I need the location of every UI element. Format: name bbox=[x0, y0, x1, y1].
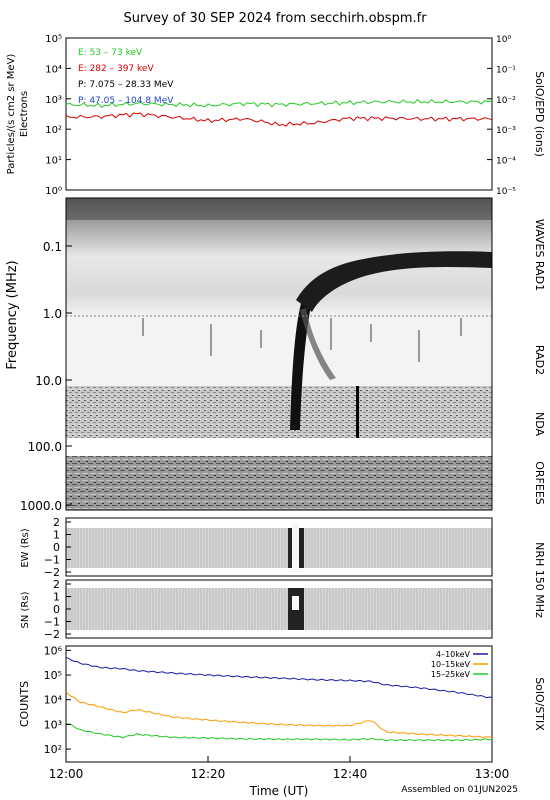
epd-right-tick-label: 10⁻¹ bbox=[496, 65, 516, 75]
nrh-tick-label: −2 bbox=[44, 566, 60, 579]
stix-legend-label: 15–25keV bbox=[431, 670, 471, 679]
epd-legend-3: P: 7.075 – 28.33 MeV bbox=[78, 80, 174, 90]
nrh-tick-label: 0 bbox=[53, 603, 60, 616]
type-iii-burst bbox=[290, 300, 312, 430]
nrh-right-label: NRH 150 MHz bbox=[533, 542, 546, 618]
stix-tick-label: 10² bbox=[44, 743, 62, 756]
nrh-tick-label: −1 bbox=[44, 616, 60, 629]
x-tick-label: 12:40 bbox=[333, 767, 368, 781]
drifting-emission bbox=[296, 251, 492, 312]
nrh-ew-ylabel: EW (Rs) bbox=[20, 528, 31, 567]
nrh-tick-label: 1 bbox=[53, 529, 60, 542]
nrh-sn-panel: 210−1−2 SN (Rs) bbox=[20, 578, 493, 641]
epd-left-tick-label: 10¹ bbox=[45, 156, 62, 167]
x-tick-label: 12:00 bbox=[49, 767, 84, 781]
radio-tick-label: 0.1 bbox=[43, 240, 62, 254]
nrh-ew-burst-light bbox=[292, 522, 299, 572]
nrh-tick-label: 1 bbox=[53, 591, 60, 604]
burst-tail bbox=[300, 308, 336, 380]
epd-series-2 bbox=[65, 112, 493, 127]
radio-ylabel: Frequency (MHz) bbox=[5, 260, 20, 369]
label-rad2: RAD2 bbox=[533, 345, 546, 375]
rad2-spike bbox=[330, 318, 332, 350]
nrh-sn-burst-light bbox=[292, 596, 299, 610]
stix-series-1 bbox=[65, 657, 493, 699]
nrh-tick-label: 2 bbox=[53, 578, 60, 591]
rad1-dark-band bbox=[66, 198, 492, 220]
nrh-sn-ylabel: SN (Rs) bbox=[20, 591, 31, 628]
stix-legend-label: 4–10keV bbox=[436, 650, 471, 659]
label-nda: NDA bbox=[533, 412, 546, 437]
epd-ylabel-line1: Particles/(s cm2 sr MeV) bbox=[6, 54, 17, 175]
rad2-spike bbox=[142, 318, 144, 336]
radio-tick-label: 10.0 bbox=[35, 374, 62, 388]
nrh-tick-label: 2 bbox=[53, 516, 60, 529]
rad2-spike bbox=[210, 324, 212, 356]
epd-panel: 10⁰ 10¹ 10² 10³ 10⁴ 10⁵ 10⁻⁵ 10⁻⁴ 10⁻³ 10⁻² 10⁻¹ 1… bbox=[6, 34, 546, 197]
rad2-spike bbox=[418, 330, 420, 362]
gap-region bbox=[66, 438, 492, 456]
nda-burst-line bbox=[356, 386, 359, 438]
footer-assembled: Assembled on 01JUN2025 bbox=[401, 785, 518, 795]
orfees-region bbox=[66, 456, 492, 510]
radio-frame bbox=[65, 197, 493, 511]
stix-tick-label: 10⁴ bbox=[44, 694, 63, 707]
rad2-spike bbox=[260, 330, 262, 348]
x-tick-label: 13:00 bbox=[475, 767, 510, 781]
epd-right-tick-label: 10⁻² bbox=[496, 96, 516, 106]
figure-title: Survey of 30 SEP 2024 from secchirh.obsp… bbox=[123, 11, 427, 26]
stix-series-2 bbox=[65, 691, 493, 739]
epd-right-label: SolO/EPD (ions) bbox=[533, 71, 546, 157]
epd-series-1 bbox=[65, 98, 493, 108]
radio-tick-label: 100.0 bbox=[28, 440, 62, 454]
label-orfees: ORFEES bbox=[533, 461, 546, 505]
stix-series-3 bbox=[65, 722, 493, 742]
stix-tick-label: 10⁶ bbox=[44, 644, 63, 657]
nrh-ew-panel: 210−1−2 EW (Rs) NRH 150 MHz bbox=[20, 516, 546, 618]
nda-region bbox=[66, 386, 492, 438]
epd-right-tick-label: 10⁻⁴ bbox=[496, 157, 516, 167]
nrh-tick-label: −1 bbox=[44, 554, 60, 567]
epd-right-tick-label: 10⁰ bbox=[496, 35, 511, 45]
epd-legend-4: P: 47.05 – 104.8 MeV bbox=[78, 96, 174, 106]
stix-right-label: SolO/STIX bbox=[533, 677, 546, 731]
epd-legend-2: E: 282 – 397 keV bbox=[78, 64, 154, 74]
label-waves-rad1: WAVES RAD1 bbox=[533, 219, 546, 291]
rad2-spike bbox=[460, 318, 462, 336]
x-tick-label: 12:20 bbox=[191, 767, 226, 781]
epd-left-tick-label: 10⁵ bbox=[45, 34, 62, 45]
rad2-spikes bbox=[142, 318, 462, 362]
epd-legend-1: E: 53 – 73 keV bbox=[78, 48, 143, 58]
stix-ylabel: COUNTS bbox=[18, 681, 31, 727]
stix-tick-label: 10³ bbox=[44, 718, 62, 731]
epd-left-tick-label: 10⁴ bbox=[45, 64, 62, 75]
nrh-tick-label: −2 bbox=[44, 628, 60, 641]
stix-frame bbox=[65, 645, 493, 763]
stix-legend-label: 10–15keV bbox=[431, 660, 471, 669]
epd-left-tick-label: 10⁰ bbox=[45, 186, 62, 197]
nrh-ew-band bbox=[66, 528, 492, 568]
radio-tick-label: 1.0 bbox=[43, 307, 62, 321]
epd-left-tick-label: 10³ bbox=[45, 95, 62, 106]
epd-ylabel-line2: Electrons bbox=[19, 91, 30, 137]
radio-tick-label: 1000.0 bbox=[20, 499, 62, 513]
x-axis-label: Time (UT) bbox=[249, 784, 309, 798]
epd-plot-frame bbox=[65, 37, 493, 191]
epd-left-tick-label: 10² bbox=[45, 125, 62, 136]
epd-right-tick-label: 10⁻³ bbox=[496, 126, 516, 136]
rad2-region bbox=[66, 316, 492, 386]
rad2-spike bbox=[370, 324, 372, 342]
stix-tick-label: 10⁵ bbox=[44, 669, 62, 682]
radio-panel: 0.1 1.0 10.0 100.0 1000.0 Frequency (MHz) WA… bbox=[5, 197, 546, 513]
nrh-tick-label: 0 bbox=[53, 541, 60, 554]
nrh-sn-band bbox=[66, 588, 492, 630]
epd-right-tick-label: 10⁻⁵ bbox=[496, 187, 516, 197]
